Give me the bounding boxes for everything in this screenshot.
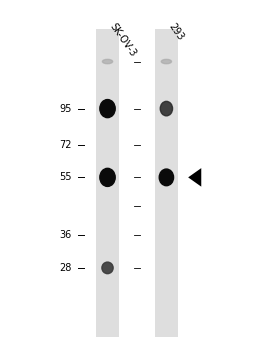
Bar xyxy=(155,29,178,337)
Ellipse shape xyxy=(161,59,172,64)
Text: 55: 55 xyxy=(59,172,72,182)
Ellipse shape xyxy=(102,262,113,274)
Text: SK-OV-3: SK-OV-3 xyxy=(108,21,138,59)
Ellipse shape xyxy=(102,59,113,64)
Text: 36: 36 xyxy=(59,230,72,240)
Text: 293: 293 xyxy=(166,21,185,42)
Ellipse shape xyxy=(100,100,115,118)
Text: 95: 95 xyxy=(59,104,72,114)
Bar xyxy=(96,29,119,337)
Text: 28: 28 xyxy=(59,263,72,273)
Ellipse shape xyxy=(100,168,115,186)
Polygon shape xyxy=(188,168,201,187)
Text: 72: 72 xyxy=(59,140,72,150)
Ellipse shape xyxy=(159,169,174,186)
Ellipse shape xyxy=(160,101,173,116)
